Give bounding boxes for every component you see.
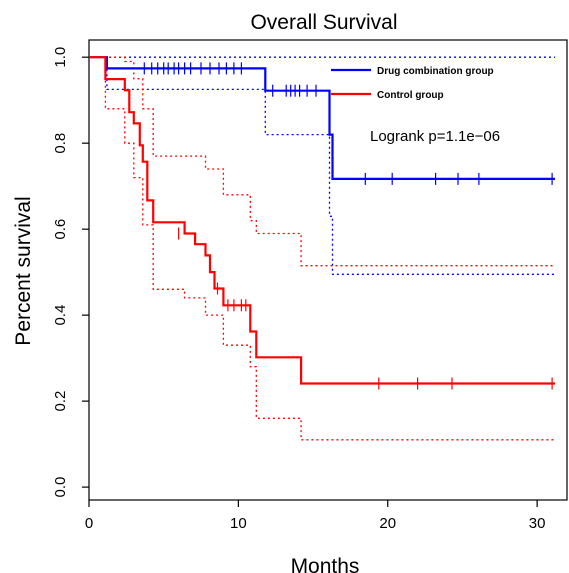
x-tick-label: 20: [379, 515, 396, 532]
survival-curves: [89, 56, 555, 385]
censor-marks: [143, 62, 553, 390]
x-axis-title: Months: [291, 555, 360, 573]
y-tick-label: 0.0: [52, 477, 69, 498]
legend-label-drug: Drug combination group: [377, 66, 494, 77]
y-axis: 0.0 0.2 0.4 0.6 0.8 1.0: [52, 47, 89, 498]
drug-survival-curve: [89, 56, 555, 180]
y-tick-label: 0.4: [52, 305, 69, 326]
y-axis-title: Percent survival: [12, 196, 35, 345]
logrank-annotation: Logrank p=1.1e−06: [370, 128, 500, 145]
control-survival-curve: [89, 56, 555, 385]
plot-frame: [88, 39, 568, 501]
y-tick-label: 0.6: [52, 219, 69, 240]
x-tick-label: 0: [85, 515, 93, 532]
y-tick-label: 0.8: [52, 133, 69, 154]
legend-label-control: Control group: [377, 90, 444, 101]
drug-ci-lower-band: [89, 56, 555, 275]
x-tick-label: 30: [529, 515, 546, 532]
x-tick-label: 10: [230, 515, 247, 532]
control-ci-lower-band: [89, 56, 555, 441]
y-tick-label: 1.0: [52, 47, 69, 68]
chart-title: Overall Survival: [250, 11, 397, 34]
legend: Drug combination group Control group: [331, 66, 494, 101]
control-ci-upper-band: [89, 56, 555, 267]
confidence-bands: [89, 56, 555, 441]
y-tick-label: 0.2: [52, 391, 69, 412]
x-axis: 0 10 20 30: [85, 500, 546, 532]
